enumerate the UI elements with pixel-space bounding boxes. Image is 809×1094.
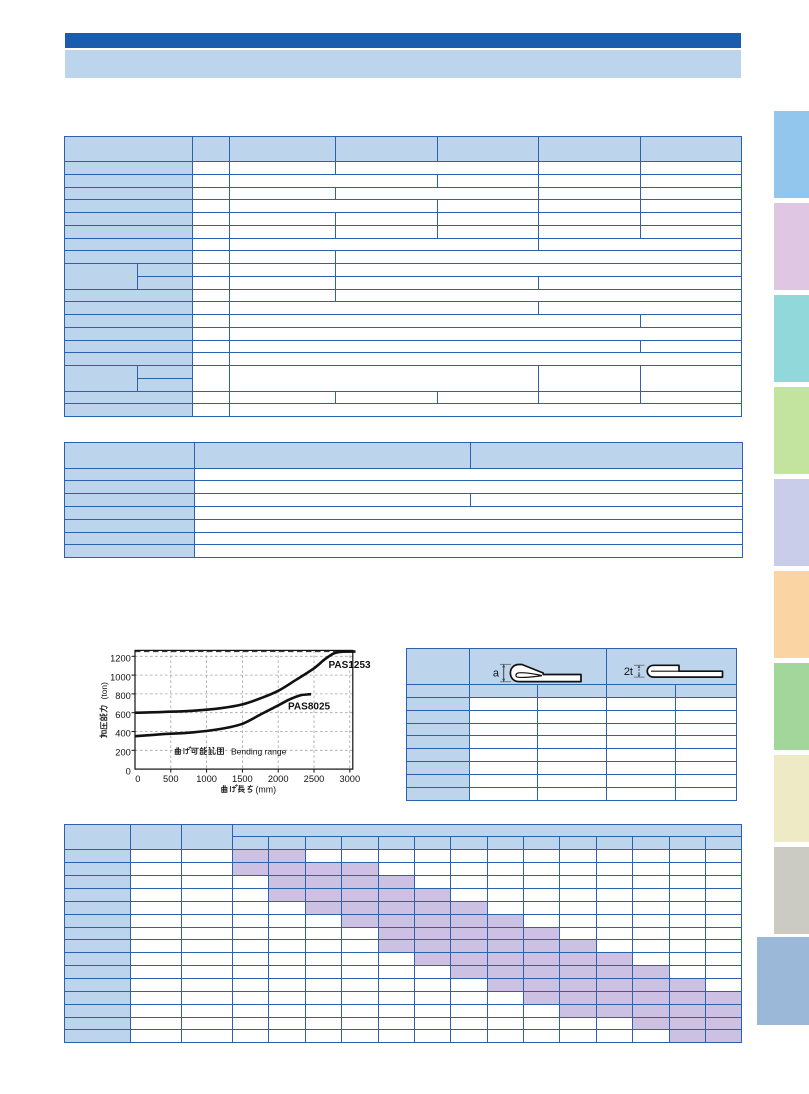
svg-text:1500: 1500 bbox=[232, 774, 253, 784]
svg-text:Bending range: Bending range bbox=[231, 747, 287, 757]
svg-text:600: 600 bbox=[115, 710, 131, 720]
svg-text:(ton): (ton) bbox=[99, 682, 109, 700]
svg-text:2t: 2t bbox=[624, 666, 633, 678]
svg-text:400: 400 bbox=[115, 729, 131, 739]
svg-text:500: 500 bbox=[163, 774, 179, 784]
svg-text:3000: 3000 bbox=[339, 774, 360, 784]
svg-text:2000: 2000 bbox=[268, 774, 289, 784]
svg-text:0: 0 bbox=[126, 766, 131, 776]
svg-text:2500: 2500 bbox=[304, 774, 325, 784]
svg-text:(mm): (mm) bbox=[256, 785, 277, 795]
svg-text:1000: 1000 bbox=[110, 672, 131, 682]
svg-text:1000: 1000 bbox=[196, 774, 217, 784]
svg-text:PAS1253: PAS1253 bbox=[329, 660, 372, 671]
svg-text:0: 0 bbox=[135, 774, 140, 784]
svg-text:PAS8025: PAS8025 bbox=[288, 702, 331, 713]
svg-text:a: a bbox=[493, 668, 500, 680]
svg-text:200: 200 bbox=[115, 748, 131, 758]
svg-text:800: 800 bbox=[115, 691, 131, 701]
svg-text:1200: 1200 bbox=[110, 654, 131, 664]
